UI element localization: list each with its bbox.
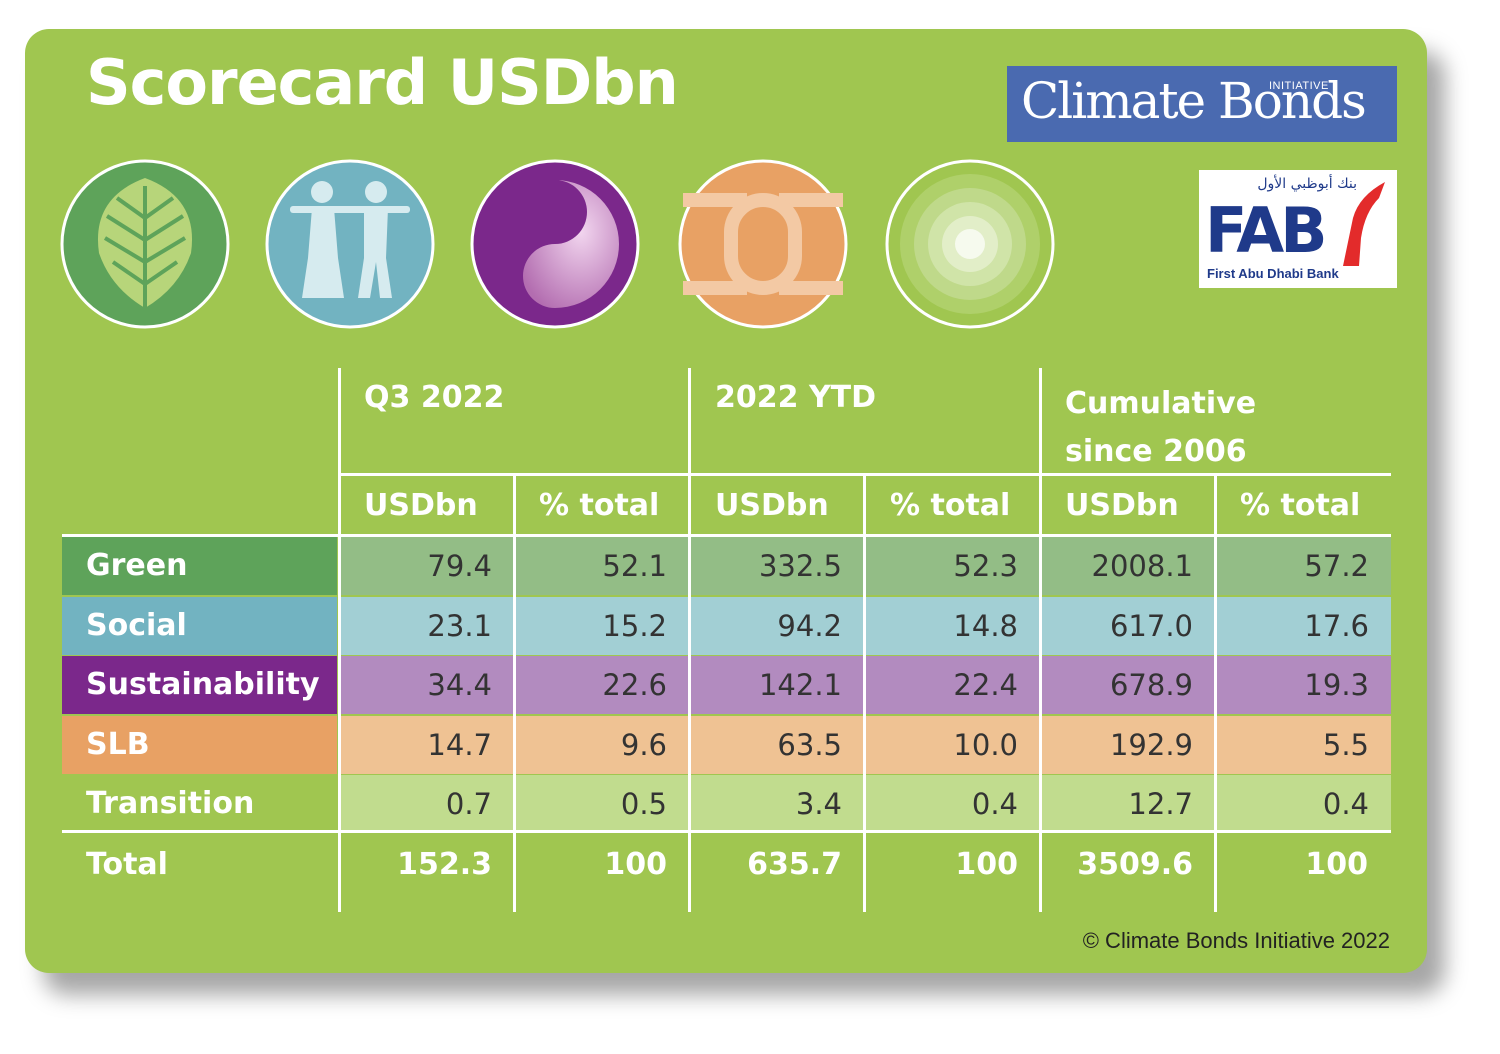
page-title: Scorecard USDbn [86,46,679,119]
sub-header: % total [890,488,1011,523]
column-divider [1214,836,1217,912]
sub-header: USDbn [364,488,478,523]
sustainability-swirl-icon [469,158,641,330]
fab-logo-arabic: بنك أبوظبي الأول [1257,176,1357,192]
table-cell: 0.4 [1215,775,1391,833]
column-divider [1214,476,1217,836]
table-cell: 34.4 [339,656,514,714]
table-cell: 0.4 [864,775,1040,833]
table-cell: 14.7 [339,716,514,774]
table-cell: 10.0 [864,716,1040,774]
copyright-text: © Climate Bonds Initiative 2022 [1082,928,1390,953]
total-cell: 100 [604,847,667,882]
table-cell: 2008.1 [1040,537,1215,595]
header-bottom-divider [62,534,1391,537]
table-cell: 22.4 [864,656,1040,714]
row-label-slb: SLB [62,716,337,774]
column-divider [513,476,516,912]
table-cell: 192.9 [1040,716,1215,774]
header-divider [339,473,1391,476]
table-cell: 94.2 [689,597,864,655]
table-cell: 12.7 [1040,775,1215,833]
climate-bonds-logo: Climate Bonds INITIATIVE [1007,66,1397,142]
leaf-icon [59,158,231,330]
fab-logo: بنك أبوظبي الأول FAB First Abu Dhabi Ban… [1199,170,1397,288]
table-cell: 79.4 [339,537,514,595]
column-divider [338,368,341,912]
fab-arrow-icon [1343,182,1385,266]
table-cell: 9.6 [514,716,689,774]
table-cell: 0.5 [514,775,689,833]
table-cell: 142.1 [689,656,864,714]
concentric-circles-icon [884,158,1056,330]
sub-header: USDbn [1065,488,1179,523]
column-divider [1039,368,1042,912]
total-cell: 152.3 [397,847,492,882]
table-cell: 52.3 [864,537,1040,595]
total-cell: 3509.6 [1077,847,1193,882]
table-cell: 3.4 [689,775,864,833]
sub-header: % total [539,488,660,523]
table-cell: 52.1 [514,537,689,595]
period-header-cumulative: Cumulative since 2006 [1065,386,1257,469]
sub-header: USDbn [715,488,829,523]
period-header-q3: Q3 2022 [364,380,505,415]
table-cell: 17.6 [1215,597,1391,655]
fab-logo-wordmark: FAB [1205,194,1328,267]
table-cell: 617.0 [1040,597,1215,655]
people-icon [264,158,436,330]
total-cell: 100 [1305,847,1368,882]
table-cell: 15.2 [514,597,689,655]
table-cell: 23.1 [339,597,514,655]
cbi-logo-wordmark: Climate Bonds [1021,72,1367,130]
row-label-social: Social [62,597,337,655]
row-label-sustainability: Sustainability [62,656,337,714]
chain-link-icon [677,158,849,330]
total-cell: 100 [955,847,1018,882]
table-cell: 19.3 [1215,656,1391,714]
column-divider [863,476,866,912]
sub-header: % total [1240,488,1361,523]
table-cell: 63.5 [689,716,864,774]
cbi-logo-initiative: INITIATIVE [1269,80,1329,92]
table-cell: 0.7 [339,775,514,833]
table-cell: 5.5 [1215,716,1391,774]
table-cell: 678.9 [1040,656,1215,714]
total-label: Total [86,847,168,882]
period-header-ytd: 2022 YTD [715,380,877,415]
total-cell: 635.7 [747,847,842,882]
table-cell: 332.5 [689,537,864,595]
table-cell: 14.8 [864,597,1040,655]
column-divider [688,368,691,912]
row-label-transition: Transition [62,775,337,833]
total-divider [62,830,1391,833]
table-cell: 22.6 [514,656,689,714]
table-cell: 57.2 [1215,537,1391,595]
row-label-green: Green [62,537,337,595]
fab-logo-subtitle: First Abu Dhabi Bank [1207,266,1339,281]
